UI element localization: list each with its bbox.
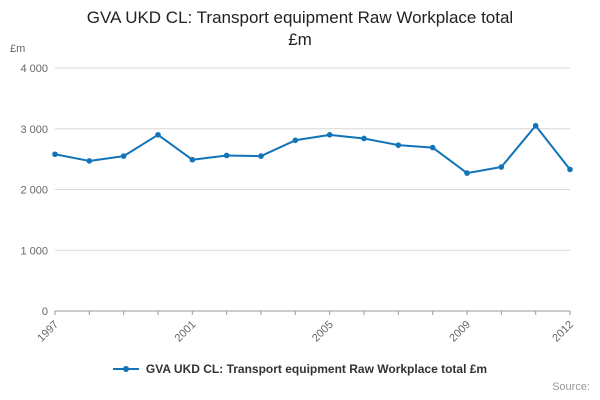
source-label: Source: — [552, 381, 590, 393]
data-point-marker[interactable] — [258, 153, 264, 159]
chart-title-line2: £m — [288, 30, 312, 50]
y-tick-label: 4 000 — [20, 63, 48, 75]
chart-title: GVA UKD CL: Transport equipment Raw Work… — [0, 7, 600, 51]
y-tick-label: 0 — [42, 306, 48, 318]
x-tick-label: 2005 — [310, 319, 336, 345]
data-point-marker[interactable] — [52, 151, 58, 158]
line-chart-svg: 0 1 000 2 000 3 000 4 000 1997 2001 2005 2009 201… — [20, 63, 576, 345]
x-tick-label: 2012 — [550, 319, 576, 345]
x-tick-label: 1997 — [35, 319, 61, 345]
chart-legend[interactable]: GVA UKD CL: Transport equipment Raw Work… — [0, 362, 600, 376]
data-point-marker[interactable] — [326, 132, 333, 138]
data-point-marker[interactable] — [361, 135, 367, 142]
series-line — [54, 124, 571, 175]
data-point-marker[interactable] — [120, 153, 127, 159]
data-point-marker[interactable] — [86, 158, 93, 164]
data-point-marker[interactable] — [464, 170, 470, 176]
x-tick-label: 2009 — [447, 319, 473, 345]
legend-line-marker-icon — [112, 366, 139, 372]
data-point-marker[interactable] — [189, 156, 196, 163]
data-point-marker[interactable] — [532, 122, 539, 129]
line-chart-plot: 0 1 000 2 000 3 000 4 000 1997 2001 2005 2009 201… — [0, 56, 600, 356]
y-tick-label: 2 000 — [20, 185, 48, 197]
data-point-marker[interactable] — [395, 142, 402, 148]
y-tick-label: 3 000 — [20, 124, 48, 136]
legend-label: GVA UKD CL: Transport equipment Raw Work… — [145, 362, 488, 376]
data-point-marker[interactable] — [292, 137, 299, 144]
data-point-marker[interactable] — [498, 164, 505, 170]
y-axis-unit-label: £m — [10, 43, 26, 55]
x-tick-label: 2001 — [173, 319, 199, 345]
y-tick-label: 1 000 — [20, 245, 48, 257]
data-point-marker[interactable] — [155, 132, 161, 138]
chart-title-line1: GVA UKD CL: Transport equipment Raw Work… — [86, 8, 514, 27]
data-point-marker[interactable] — [567, 166, 573, 173]
data-point-marker[interactable] — [223, 152, 230, 159]
data-point-marker[interactable] — [429, 144, 436, 151]
